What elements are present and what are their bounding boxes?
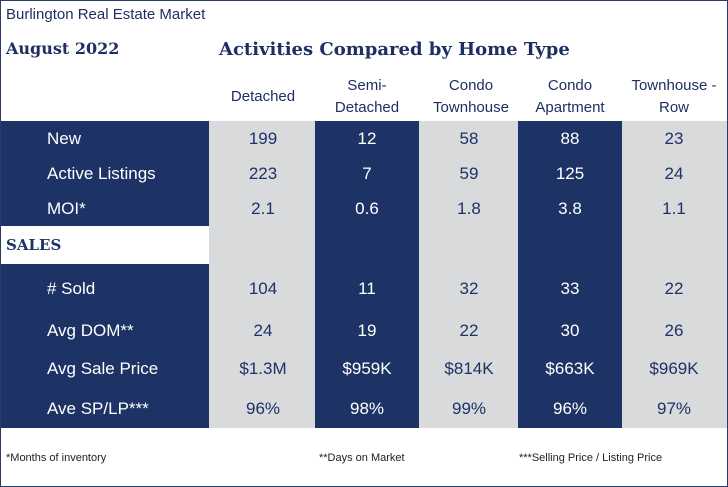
cell-condo-townhouse: 1.8 [457,199,481,218]
cell-condo-townhouse: 32 [459,279,479,298]
cell-detached: $1.3M [239,359,287,378]
cell-semi-detached: 12 [357,129,377,148]
cell-condo-apartment: 30 [560,321,580,340]
row-label: Ave SP/LP*** [47,399,149,418]
cell-condo-townhouse: 22 [459,321,479,340]
cell-condo-townhouse: 99% [451,399,487,418]
column-header-condo-apartment: Condo Apartment [535,77,605,116]
cell-semi-detached: 98% [349,399,385,418]
column-semi-detached-bg [315,121,419,428]
market-title: Burlington Real Estate Market [6,6,206,23]
cell-detached: 24 [253,321,273,340]
table-title: Activities Compared by Home Type [219,39,570,60]
column-header-condo-townhouse: Condo Townhouse [433,77,509,116]
cell-townhouse-row: 24 [664,164,684,183]
footnote-moi: *Months of inventory [6,452,107,464]
footnote-splp: ***Selling Price / Listing Price [519,452,663,464]
column-header-detached: Detached [230,88,296,105]
cell-condo-apartment: 33 [560,279,580,298]
sales-section-label: SALES [6,236,62,254]
cell-townhouse-row: $969K [649,359,699,378]
column-townhouse-row-bg [622,121,727,428]
column-header-semi-detached: Semi- Detached [334,77,400,116]
row-label: New [47,129,82,148]
label-block-bottom [1,264,209,428]
cell-condo-apartment: $663K [545,359,595,378]
cell-semi-detached: $959K [342,359,392,378]
column-condo-townhouse-bg [419,121,518,428]
cell-townhouse-row: 1.1 [662,199,686,218]
cell-condo-apartment: 3.8 [558,199,582,218]
sales-section-band [1,226,209,264]
report-month: August 2022 [6,39,120,58]
cell-condo-apartment: 125 [555,164,585,183]
cell-semi-detached: 7 [362,164,372,183]
cell-detached: 104 [248,279,278,298]
cell-townhouse-row: 22 [664,279,684,298]
row-label: # Sold [47,279,96,298]
cell-condo-apartment: 88 [560,129,580,148]
column-detached-bg [209,121,315,428]
cell-condo-townhouse: 58 [459,129,479,148]
cell-condo-townhouse: 59 [459,164,479,183]
row-label: Avg DOM** [47,321,134,340]
cell-detached: 223 [248,164,278,183]
cell-semi-detached: 19 [357,321,377,340]
cell-condo-apartment: 96% [552,399,588,418]
label-block-top [1,121,209,226]
cell-townhouse-row: 23 [664,129,684,148]
footnote-dom: **Days on Market [319,452,405,464]
row-label: Active Listings [47,164,156,183]
column-condo-apartment-bg [518,121,622,428]
cell-townhouse-row: 26 [664,321,684,340]
cell-townhouse-row: 97% [656,399,692,418]
row-label: MOI* [47,199,86,218]
cell-semi-detached: 0.6 [355,199,379,218]
cell-detached: 96% [245,399,281,418]
row-label: Avg Sale Price [47,359,159,378]
cell-detached: 199 [248,129,278,148]
cell-detached: 2.1 [251,199,275,218]
column-header-townhouse-row: Townhouse - Row [631,77,717,116]
cell-semi-detached: 11 [358,279,376,298]
cell-condo-townhouse: $814K [444,359,494,378]
